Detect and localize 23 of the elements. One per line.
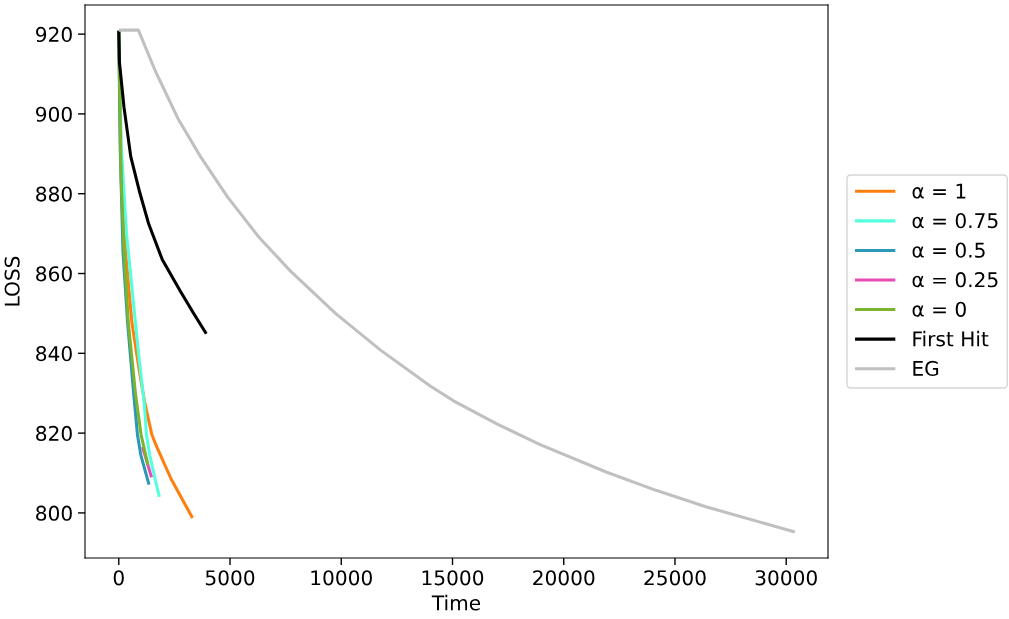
x-tick-label: 15000 [422,570,484,586]
legend-label: α = 0.5 [912,242,985,258]
legend-label: α = 0 [912,301,966,317]
y-tick-label: 860 [36,266,72,282]
y-tick-label: 920 [36,26,72,43]
x-tick-label: 0 [113,570,124,586]
y-tick-label: 900 [36,106,72,122]
legend-label: α = 1 [912,183,966,199]
y-tick-label: 800 [36,505,72,521]
y-tick-label: 840 [36,346,72,362]
legend-label: First Hit [913,330,989,347]
x-tick-label: 30000 [755,570,817,586]
x-axis-title: Time [431,594,481,611]
legend-label: EG [913,360,939,377]
x-tick-label: 20000 [533,570,595,586]
y-tick-label: 880 [36,186,72,202]
y-tick-label: 820 [36,425,72,442]
y-axis-title: LOSS [4,256,20,306]
legend-label: α = 0.75 [912,212,998,229]
x-tick-label: 10000 [311,570,372,586]
x-tick-label: 25000 [644,570,706,586]
legend-label: α = 0.25 [912,272,998,288]
x-tick-label: 5000 [205,570,255,586]
